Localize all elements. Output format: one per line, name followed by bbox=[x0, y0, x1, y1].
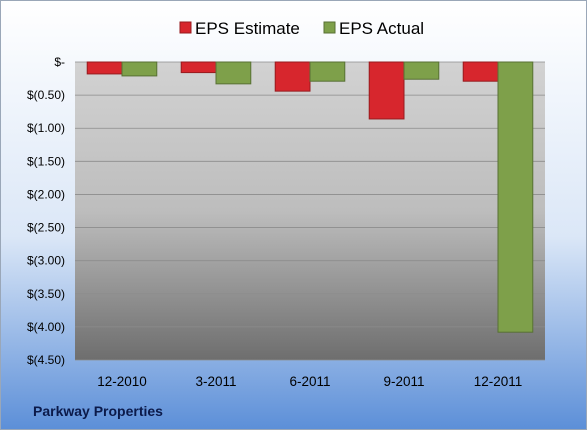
y-tick-label: $(2.00) bbox=[27, 187, 65, 201]
y-tick-label: $(3.00) bbox=[27, 254, 65, 268]
legend-item-estimate: EPS Estimate bbox=[179, 19, 300, 38]
bar-estimate bbox=[180, 61, 217, 74]
bar-estimate bbox=[86, 61, 123, 75]
legend-swatch-actual bbox=[323, 21, 336, 34]
y-tick-label: $(1.50) bbox=[27, 154, 65, 168]
y-tick-label: $(2.50) bbox=[27, 221, 65, 235]
x-axis-ticks: 12-2010 3-2011 6-2011 9-2011 12-2011 bbox=[97, 374, 522, 389]
y-tick-label: $(4.50) bbox=[27, 353, 65, 367]
x-tick-label: 9-2011 bbox=[383, 374, 424, 389]
bar-estimate bbox=[274, 61, 311, 92]
legend-label-actual: EPS Actual bbox=[339, 19, 424, 38]
y-tick-label: $- bbox=[54, 55, 65, 69]
legend-item-actual: EPS Actual bbox=[323, 19, 424, 38]
y-tick-label: $(4.00) bbox=[27, 320, 65, 334]
company-name: Parkway Properties bbox=[33, 403, 163, 419]
bar-actual bbox=[403, 61, 440, 80]
legend: EPS Estimate EPS Actual bbox=[179, 19, 424, 38]
bar-estimate bbox=[462, 61, 499, 82]
x-tick-label: 12-2010 bbox=[97, 374, 147, 389]
bar-actual bbox=[309, 61, 346, 82]
bars bbox=[86, 61, 534, 333]
y-axis-ticks: $- $(0.50) $(1.00) $(1.50) $(2.00) $(2.50) $(3… bbox=[27, 55, 65, 367]
y-tick-label: $(1.00) bbox=[27, 121, 65, 135]
bar-actual bbox=[121, 61, 158, 77]
bar-actual bbox=[215, 61, 252, 85]
x-tick-label: 3-2011 bbox=[195, 374, 236, 389]
legend-swatch-estimate bbox=[179, 21, 192, 34]
x-tick-label: 12-2011 bbox=[474, 374, 523, 389]
x-tick-label: 6-2011 bbox=[289, 374, 330, 389]
y-tick-label: $(0.50) bbox=[27, 88, 65, 102]
y-tick-label: $(3.50) bbox=[27, 287, 65, 301]
legend-label-estimate: EPS Estimate bbox=[195, 19, 300, 38]
bar-actual bbox=[497, 61, 534, 333]
plot-area bbox=[75, 62, 545, 360]
bar-estimate bbox=[368, 61, 405, 120]
